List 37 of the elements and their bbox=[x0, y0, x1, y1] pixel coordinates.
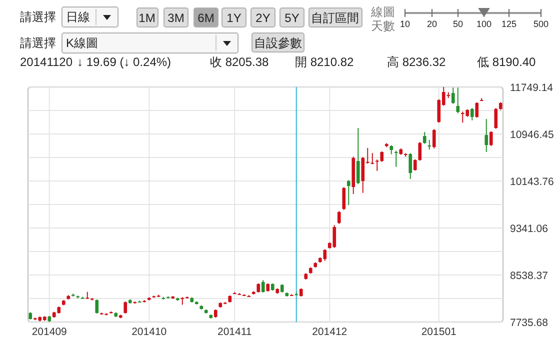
text: 開 8210.82 bbox=[295, 55, 354, 69]
text: 5Y bbox=[284, 11, 300, 25]
text: 收 8205.38 bbox=[210, 55, 270, 69]
y-tick-label: 10143.76 bbox=[510, 176, 554, 188]
text: 20141120 bbox=[20, 55, 73, 69]
text: K線圖 bbox=[66, 36, 98, 50]
y-tick-label: 11749.14 bbox=[510, 82, 554, 94]
text: 500 bbox=[533, 19, 549, 29]
text: 自訂區間 bbox=[311, 11, 359, 25]
text: 請選擇 bbox=[20, 36, 56, 50]
text: 50 bbox=[452, 19, 464, 29]
text: 天數 bbox=[371, 19, 395, 33]
text: ↓ 19.69 (↓ 0.24%) bbox=[77, 55, 172, 69]
y-tick-label: 9341.06 bbox=[510, 223, 548, 235]
text: 自設參數 bbox=[254, 36, 302, 50]
x-tick-label: 201409 bbox=[32, 326, 68, 338]
text: 2Y bbox=[256, 11, 270, 25]
text: 100 bbox=[476, 19, 492, 29]
x-tick-label: 201412 bbox=[312, 326, 348, 338]
text: 高 8236.32 bbox=[387, 55, 446, 69]
text: 低 8190.40 bbox=[477, 55, 536, 69]
text: 1M bbox=[138, 11, 156, 25]
text: 6M bbox=[198, 11, 214, 25]
text: 3M bbox=[168, 11, 184, 25]
x-tick-label: 201411 bbox=[217, 326, 252, 338]
text: 1Y bbox=[226, 11, 242, 25]
text: 10 bbox=[400, 19, 410, 29]
text: 20 bbox=[426, 19, 438, 29]
text: 線圖 bbox=[370, 5, 395, 19]
y-tick-label: 10946.45 bbox=[510, 129, 554, 141]
text: 日線 bbox=[66, 10, 90, 24]
x-tick-label: 201501 bbox=[421, 326, 457, 338]
y-tick-label: 7735.68 bbox=[510, 317, 548, 329]
text: 請選擇 bbox=[20, 10, 56, 24]
y-tick-label: 8538.37 bbox=[510, 270, 548, 282]
x-tick-label: 201410 bbox=[132, 326, 167, 338]
text: 125 bbox=[501, 19, 517, 29]
